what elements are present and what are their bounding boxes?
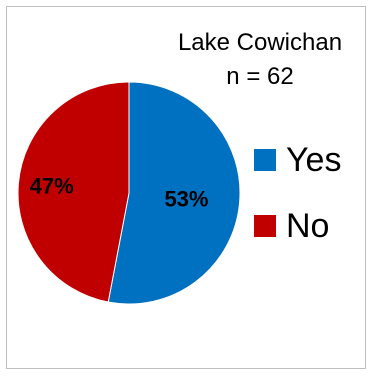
chart-title-block: Lake Cowichan n = 62 xyxy=(160,26,360,94)
data-label-yes: 53% xyxy=(164,186,208,211)
chart-title: Lake Cowichan xyxy=(177,29,343,56)
data-label-no: 47% xyxy=(30,174,74,199)
legend: Yes No xyxy=(254,140,341,272)
pie-slice-no xyxy=(17,81,130,303)
legend-item-yes: Yes xyxy=(254,140,341,180)
legend-swatch-no xyxy=(254,215,276,237)
legend-swatch-yes xyxy=(254,149,276,171)
legend-label-no: No xyxy=(286,206,330,245)
chart-subtitle: n = 62 xyxy=(226,63,294,90)
pie-slice-yes xyxy=(107,81,241,305)
chart-frame xyxy=(6,6,366,369)
legend-item-no: No xyxy=(254,206,341,246)
legend-label-yes: Yes xyxy=(286,140,342,179)
